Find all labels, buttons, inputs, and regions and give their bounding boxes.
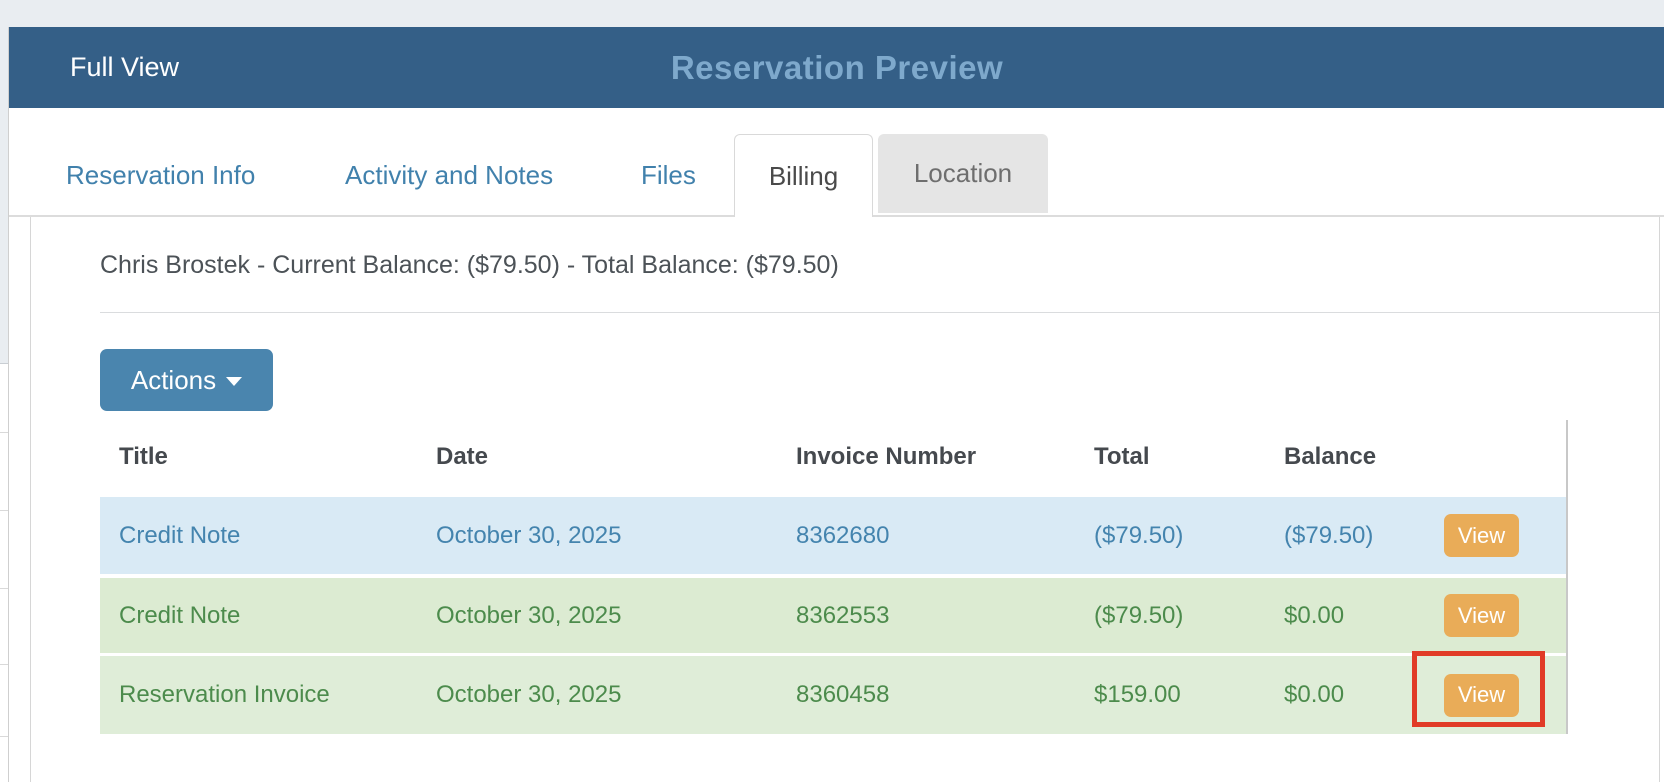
cell-title: Credit Note (119, 601, 241, 629)
cell-date: October 30, 2025 (436, 521, 622, 549)
column-header-title: Title (119, 442, 168, 470)
actions-button-label: Actions (130, 364, 217, 395)
cell-total: ($79.50) (1094, 601, 1184, 629)
tab-files[interactable]: Files (641, 160, 696, 190)
column-header-total: Total (1094, 442, 1150, 470)
invoices-table: Title Date Invoice Number Total Balance … (100, 420, 1568, 734)
cell-total: $159.00 (1094, 681, 1181, 708)
column-header-date: Date (436, 442, 489, 470)
modal-title: Reservation Preview (670, 49, 1004, 86)
view-button-highlighted[interactable]: View (1444, 673, 1519, 717)
view-button[interactable]: View (1444, 514, 1519, 557)
cell-total: ($79.50) (1094, 521, 1184, 549)
table-row: Reservation Invoice October 30, 2025 836… (100, 656, 1566, 734)
underlying-row-divider (0, 664, 8, 665)
reservation-preview-modal: Full View Reservation Preview Reservatio… (8, 27, 1664, 782)
modal-header-bar: Full View Reservation Preview (9, 27, 1664, 108)
underlying-row-divider (0, 588, 8, 589)
cell-date: October 30, 2025 (436, 601, 622, 629)
underlying-row-divider (0, 510, 8, 511)
cell-invoice-number: 8362553 (796, 601, 890, 629)
table-row: Credit Note October 30, 2025 8362680 ($7… (100, 497, 1566, 574)
tab-content-right-border (1659, 216, 1660, 782)
cell-invoice-number: 8362680 (796, 521, 890, 549)
cell-balance: ($79.50) (1284, 521, 1374, 549)
tab-content-left-border (30, 216, 31, 782)
cell-balance: $0.00 (1284, 681, 1345, 708)
column-header-invoice-number: Invoice Number (796, 442, 977, 470)
view-button[interactable]: View (1444, 594, 1519, 637)
tab-billing[interactable]: Billing (734, 134, 873, 217)
cell-balance: $0.00 (1284, 601, 1345, 629)
tab-reservation-info[interactable]: Reservation Info (66, 160, 256, 190)
underlying-page-left-edge (0, 27, 8, 782)
table-row: Credit Note October 30, 2025 8362553 ($7… (100, 578, 1566, 653)
cell-title: Credit Note (119, 521, 241, 549)
tab-location[interactable]: Location (878, 134, 1048, 213)
summary-divider (100, 312, 1659, 313)
caret-down-icon (226, 377, 243, 386)
underlying-row-divider (0, 432, 8, 433)
page-background-strip (0, 0, 1664, 27)
actions-dropdown-button[interactable]: Actions (100, 349, 273, 411)
cell-invoice-number: 8360458 (796, 681, 890, 708)
tab-activity-and-notes[interactable]: Activity and Notes (345, 160, 554, 190)
underlying-row-divider (0, 736, 8, 737)
table-header-row: Title Date Invoice Number Total Balance (100, 420, 1566, 493)
full-view-link[interactable]: Full View (70, 52, 180, 82)
column-header-balance: Balance (1284, 442, 1377, 470)
underlying-page-gray-block (0, 27, 8, 364)
balance-summary: Chris Brostek - Current Balance: ($79.50… (100, 251, 839, 279)
cell-title: Reservation Invoice (119, 681, 330, 708)
cell-date: October 30, 2025 (436, 681, 622, 708)
